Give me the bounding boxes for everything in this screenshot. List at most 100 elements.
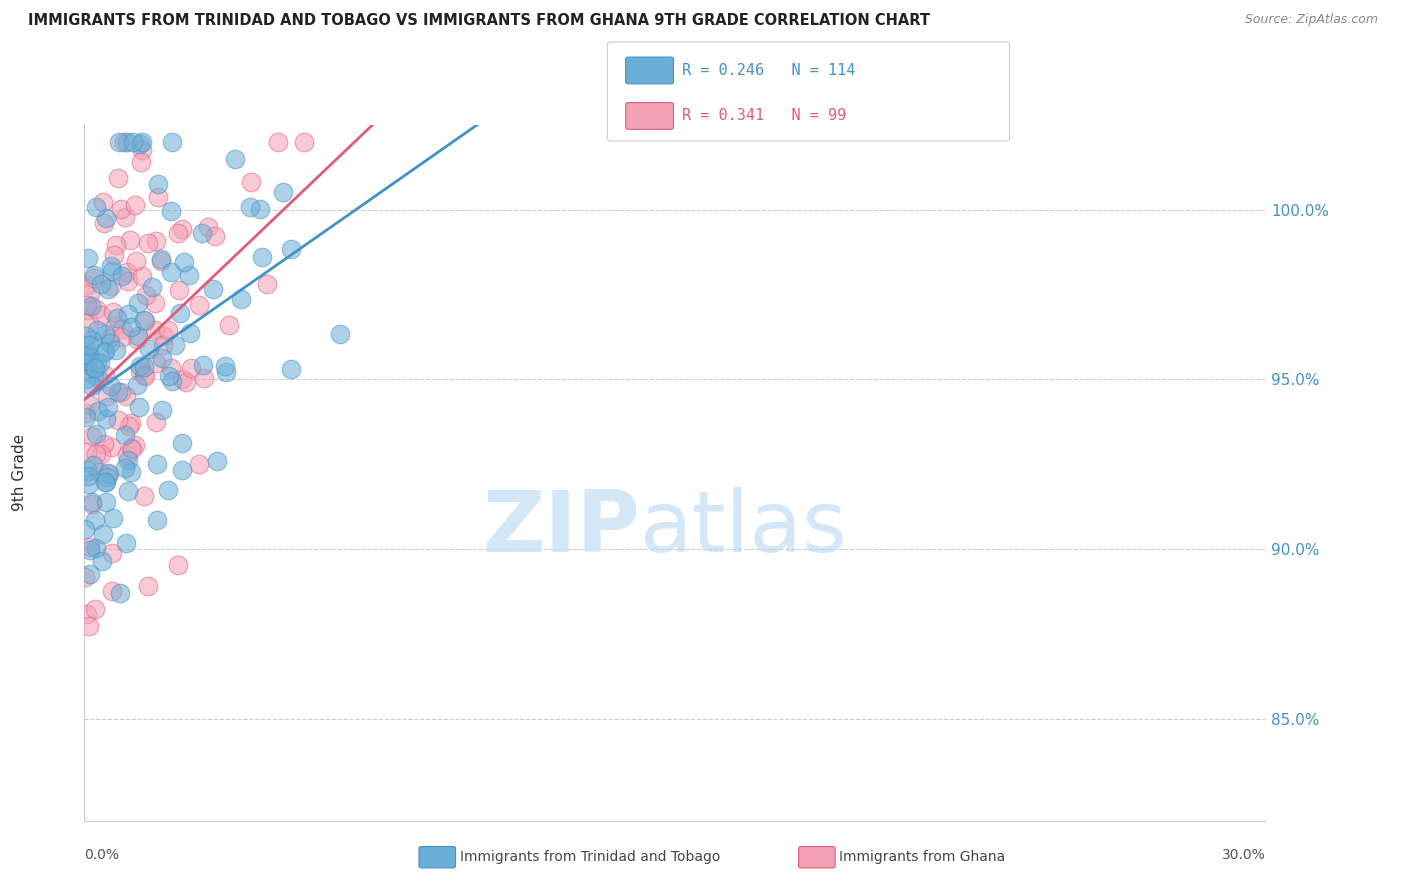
Point — [86, 426, 108, 441]
Point — [97, 467, 120, 481]
Point — [207, 454, 229, 468]
Point — [94, 412, 117, 426]
Point — [149, 253, 172, 268]
Point — [118, 418, 141, 433]
Point — [215, 365, 238, 379]
Point — [267, 135, 290, 149]
Point — [117, 274, 139, 288]
Point — [153, 329, 176, 343]
Point — [83, 271, 105, 285]
Point — [176, 375, 198, 389]
Point — [75, 339, 97, 353]
Point — [104, 318, 127, 333]
Point — [121, 442, 143, 457]
Point — [89, 356, 111, 370]
Point — [83, 602, 105, 616]
Point — [77, 315, 100, 329]
Point — [107, 135, 129, 149]
Point — [292, 135, 315, 149]
Point — [93, 327, 115, 342]
Point — [73, 522, 96, 536]
Point — [98, 331, 121, 345]
Point — [167, 283, 190, 297]
Point — [131, 135, 153, 149]
Point — [224, 152, 246, 166]
Point — [214, 359, 236, 374]
Point — [231, 293, 253, 307]
Point — [86, 356, 108, 370]
Point — [76, 356, 98, 370]
Point — [129, 155, 152, 169]
Point — [114, 210, 136, 224]
Point — [76, 607, 98, 621]
Point — [273, 185, 295, 199]
Point — [84, 447, 107, 461]
Point — [145, 415, 167, 429]
Point — [128, 359, 150, 373]
Point — [143, 323, 166, 337]
Point — [165, 338, 187, 352]
Point — [97, 466, 120, 480]
Point — [114, 389, 136, 403]
Point — [128, 401, 150, 415]
Point — [239, 175, 262, 189]
Point — [79, 398, 101, 412]
Point — [100, 279, 122, 293]
Point — [129, 136, 152, 151]
Point — [129, 364, 152, 378]
Point — [75, 329, 97, 343]
Point — [75, 409, 97, 424]
Point — [157, 323, 180, 337]
Text: Immigrants from Ghana: Immigrants from Ghana — [839, 850, 1005, 864]
Point — [136, 579, 159, 593]
Point — [77, 251, 100, 265]
Point — [117, 484, 139, 499]
Point — [110, 202, 132, 217]
Point — [187, 298, 209, 312]
Point — [249, 202, 271, 216]
Point — [170, 436, 193, 450]
Point — [80, 379, 103, 393]
Text: ZIP: ZIP — [482, 487, 640, 570]
Point — [75, 570, 97, 584]
Point — [172, 372, 194, 386]
Point — [239, 201, 262, 215]
Point — [150, 252, 173, 266]
Point — [97, 282, 120, 296]
Point — [180, 360, 202, 375]
Point — [122, 135, 145, 149]
Point — [84, 513, 107, 527]
Point — [77, 338, 100, 352]
Point — [143, 296, 166, 310]
Point — [75, 406, 97, 420]
Point — [87, 404, 110, 418]
Point — [110, 384, 132, 399]
Point — [96, 470, 118, 484]
Point — [127, 378, 149, 392]
Text: atlas: atlas — [640, 487, 848, 570]
Point — [173, 254, 195, 268]
Text: 30.0%: 30.0% — [1222, 848, 1265, 863]
Point — [120, 233, 142, 247]
Point — [96, 475, 118, 489]
Point — [146, 514, 169, 528]
Point — [152, 338, 174, 352]
Point — [132, 368, 155, 382]
Point — [250, 250, 273, 264]
Point — [162, 374, 184, 388]
Point — [82, 458, 104, 472]
Point — [80, 494, 103, 508]
Point — [146, 177, 169, 191]
Point — [218, 318, 240, 332]
Point — [80, 333, 103, 347]
Point — [131, 268, 153, 283]
Point — [134, 489, 156, 503]
Point — [156, 483, 179, 497]
Point — [77, 349, 100, 363]
Point — [94, 211, 117, 226]
Point — [197, 220, 219, 235]
Point — [97, 400, 120, 414]
Point — [93, 345, 115, 359]
Point — [76, 349, 98, 363]
Text: Immigrants from Trinidad and Tobago: Immigrants from Trinidad and Tobago — [460, 850, 720, 864]
